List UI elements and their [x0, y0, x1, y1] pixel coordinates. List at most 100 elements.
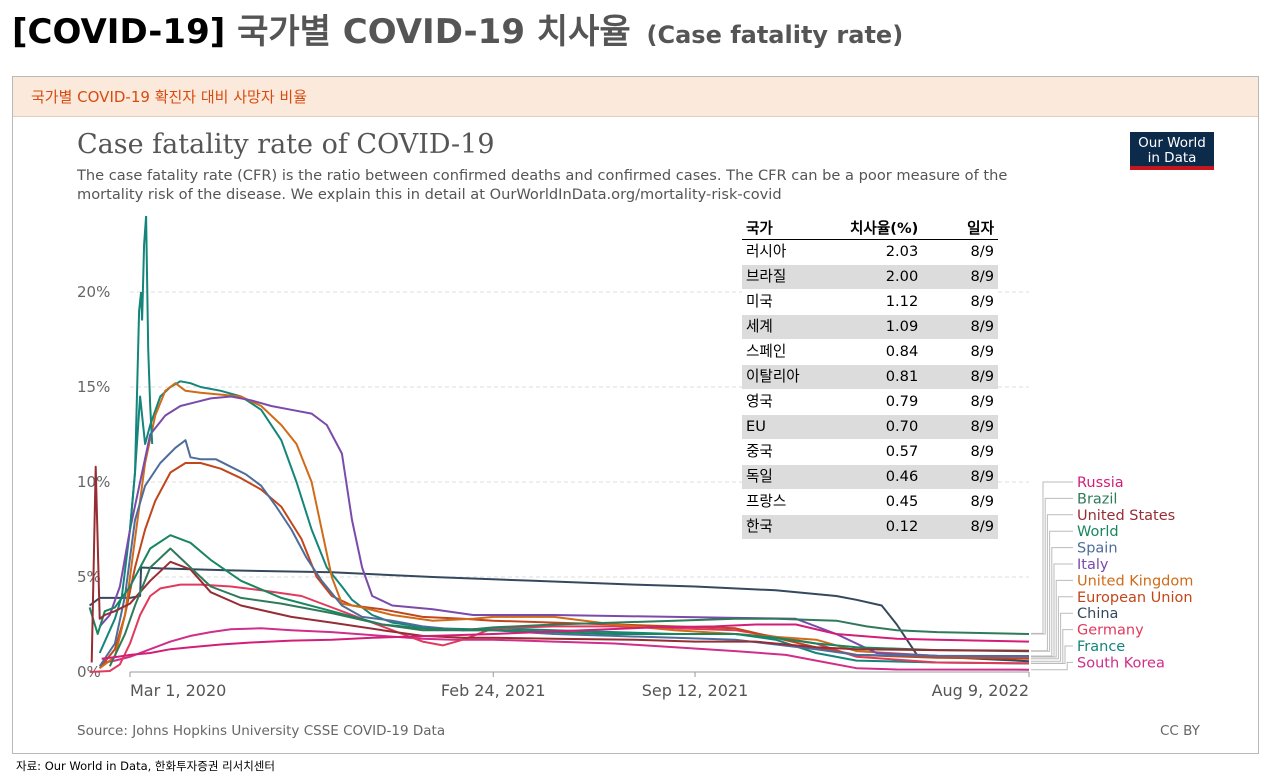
table-row: 영국 0.79 8/9: [742, 389, 998, 415]
table-cell-date: 8/9: [922, 339, 998, 365]
table-row: 스페인 0.84 8/9: [742, 339, 998, 365]
page-title-tag: [COVID-19]: [12, 12, 226, 52]
table-cell-date: 8/9: [922, 364, 998, 390]
chart-subtitle: The case fatality rate (CFR) is the rati…: [77, 167, 1008, 203]
chart-source: Source: Johns Hopkins University CSSE CO…: [77, 723, 446, 739]
table-cell-rate: 2.03: [885, 243, 919, 260]
legend-label-world: World: [1077, 524, 1119, 540]
series-line-brazil: [108, 547, 1030, 667]
chart-title: Case fatality rate of COVID-19: [77, 129, 495, 160]
legend-connector: [1031, 579, 1073, 658]
legend-label-china: China: [1077, 606, 1118, 622]
table-row: 브라질 2.00 8/9: [742, 264, 998, 290]
legend-connector: [1031, 497, 1073, 635]
table-cell-date: 8/9: [922, 389, 998, 415]
panel-header: 국가별 COVID-19 확진자 대비 사망자 비율: [13, 77, 1258, 117]
table-cell-rate: 0.70: [817, 414, 923, 440]
series-line-spain: [98, 439, 1030, 667]
table-row: 독일 0.46 8/9: [742, 464, 998, 490]
x-tick-label: Aug 9, 2022: [932, 681, 1029, 700]
chart-panel: 국가별 COVID-19 확진자 대비 사망자 비율 Case fatality…: [12, 76, 1259, 754]
table-cell-date: 8/9: [970, 243, 995, 260]
table-cell-country: 프랑스: [742, 489, 818, 515]
table-cell-rate: 1.12: [817, 289, 923, 315]
legend-label-france: France: [1077, 639, 1125, 655]
table-cell-date: 8/9: [922, 289, 998, 315]
table-cell-rate: 0.45: [817, 489, 923, 515]
page-title-subtitle: (Case fatality rate): [646, 21, 904, 49]
y-tick-label: 10%: [77, 473, 110, 491]
table-cell-country: EU: [742, 414, 818, 440]
legend-connector: [1031, 514, 1073, 652]
chart-license[interactable]: CC BY: [1160, 723, 1200, 739]
line-chart: 0% 5% 10% 15% 20% Mar 1, 2020 Feb 24, 2021 Sep…: [77, 215, 1193, 700]
legend-connector: [1031, 481, 1073, 634]
x-tick-label: Feb 24, 2021: [441, 681, 546, 700]
legend-connector: [1031, 645, 1073, 664]
series-lines: [88, 215, 1030, 673]
table-cell-date: 8/9: [922, 414, 998, 440]
table-cell-country: 브라질: [742, 264, 818, 290]
table-row: 세계 1.09 8/9: [742, 314, 998, 340]
table-cell-date: 8/9: [922, 439, 998, 465]
owid-logo[interactable]: Our World in Data: [1130, 132, 1214, 170]
table-row: 러시아 2.03 8/9: [742, 240, 998, 265]
legend-label-italy: Italy: [1077, 557, 1109, 573]
axes: Mar 1, 2020 Feb 24, 2021 Sep 12, 2021 Aug 9…: [129, 671, 1030, 700]
table-row: 한국 0.12 8/9: [742, 514, 998, 539]
logo-line-1: Our World: [1138, 135, 1206, 151]
table-cell-date: 8/9: [922, 314, 998, 340]
legend-connector: [1031, 547, 1073, 657]
table-cell-rate: 0.84: [817, 339, 923, 365]
legend-connector: [1031, 612, 1073, 662]
table-header-country: 국가: [742, 215, 818, 240]
table-cell-rate: 0.12: [817, 514, 923, 539]
table-cell-rate: 0.79: [817, 389, 923, 415]
page-title: [COVID-19] 국가별 COVID-19 치사율 (Case fatali…: [12, 8, 903, 59]
legend-connector: [1031, 661, 1073, 671]
table-cell-date: 8/9: [922, 464, 998, 490]
legend-label-south-korea: South Korea: [1077, 655, 1165, 671]
cfr-table: 국가 치사율(%) 일자 러시아 2.03 8/9 브라질 2.00 8/9 미국 1.1…: [742, 215, 998, 539]
table-header-rate: 치사율(%): [817, 215, 923, 240]
table-cell-country: 영국: [742, 389, 818, 415]
table-header-date: 일자: [922, 215, 998, 240]
legend-label-brazil: Brazil: [1077, 491, 1117, 507]
y-tick-label: 15%: [77, 378, 110, 396]
series-line-italy: [98, 395, 1030, 658]
panel-header-text: 국가별 COVID-19 확진자 대비 사망자 비율: [31, 88, 307, 106]
table-cell-country: 스페인: [742, 339, 818, 365]
table-cell-country: 미국: [742, 289, 818, 315]
page-title-main: 국가별 COVID-19 치사율: [237, 12, 631, 52]
legend-label-russia: Russia: [1077, 475, 1124, 491]
table-cell-date: 8/9: [922, 489, 998, 515]
logo-line-2: in Data: [1147, 150, 1197, 166]
legend-connector: [1031, 596, 1073, 660]
table-row: 중국 0.57 8/9: [742, 439, 998, 465]
series-line-france-spike: [129, 215, 154, 530]
table-cell-rate: 0.46: [817, 464, 923, 490]
table-cell-date: 8/9: [922, 514, 998, 539]
legend-label-spain: Spain: [1077, 541, 1118, 557]
table-cell-country: 러시아: [746, 243, 787, 260]
y-tick-label: 20%: [77, 283, 110, 301]
footnote-source: 자료: Our World in Data, 한화투자증권 리서치센터: [16, 759, 275, 773]
series-line-united-kingdom: [99, 382, 1030, 669]
table-header-row: 국가 치사율(%) 일자: [742, 215, 998, 240]
series-line-china: [88, 566, 1030, 663]
table-cell-rate: 1.09: [817, 314, 923, 340]
table-cell-rate: 2.00: [817, 264, 923, 290]
legend-label-united-kingdom: United Kingdom: [1077, 573, 1193, 589]
legend-label-united-states: United States: [1077, 508, 1175, 524]
table-row: 프랑스 0.45 8/9: [742, 489, 998, 515]
table-cell-country: 한국: [742, 514, 818, 539]
table-cell-date: 8/9: [922, 264, 998, 290]
legend-label-germany: Germany: [1077, 623, 1144, 639]
legend-connector: [1031, 530, 1073, 652]
x-tick-label: Mar 1, 2020: [130, 681, 226, 700]
table-cell-country: 중국: [742, 439, 818, 465]
legend-label-european-union: European Union: [1077, 590, 1193, 606]
table-cell-country: 세계: [742, 314, 818, 340]
y-tick-label: 5%: [77, 568, 101, 586]
